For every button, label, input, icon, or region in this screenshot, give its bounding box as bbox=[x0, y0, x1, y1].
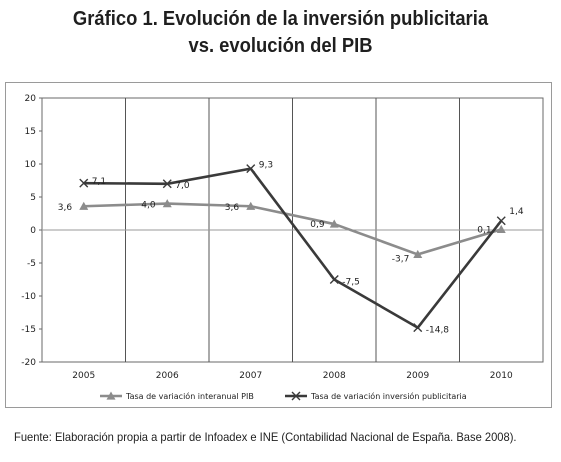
data-point bbox=[496, 216, 506, 226]
x-tick-label: 2009 bbox=[406, 371, 429, 381]
data-label: 4,0 bbox=[141, 201, 156, 211]
data-label: 3,6 bbox=[58, 203, 73, 213]
data-point bbox=[246, 164, 256, 174]
chart-title-line1: Gráfico 1. Evolución de la inversión pub… bbox=[72, 8, 489, 30]
chart-title: Gráfico 1. Evolución de la inversión pub… bbox=[22, 6, 538, 60]
x-tick-label: 2005 bbox=[72, 371, 95, 381]
data-label: 7,1 bbox=[92, 177, 106, 187]
data-point bbox=[162, 179, 172, 189]
data-point bbox=[162, 199, 172, 208]
y-tick-label: 10 bbox=[25, 160, 37, 170]
data-label: 0,1 bbox=[477, 225, 491, 235]
legend-entry: Tasa de variación inversión publicitaria bbox=[310, 391, 467, 401]
y-tick-label: 15 bbox=[25, 127, 36, 137]
data-point bbox=[79, 178, 89, 188]
legend-marker bbox=[106, 391, 116, 400]
data-label: -14,8 bbox=[426, 326, 450, 336]
data-label: 0,9 bbox=[310, 220, 325, 230]
legend-entry: Tasa de variación interanual PIB bbox=[125, 391, 254, 401]
data-point bbox=[329, 219, 339, 228]
data-label: 1,4 bbox=[509, 207, 524, 217]
data-point bbox=[413, 249, 423, 259]
x-tick-label: 2010 bbox=[490, 371, 513, 381]
y-tick-label: -15 bbox=[21, 325, 36, 335]
data-point bbox=[329, 275, 339, 284]
legend-marker bbox=[291, 391, 301, 401]
data-point bbox=[496, 224, 506, 233]
data-point bbox=[246, 201, 256, 210]
data-label: 3,6 bbox=[225, 203, 240, 213]
data-label: 9,3 bbox=[259, 161, 273, 171]
chart-title-line2: vs. evolución del PIB bbox=[188, 35, 373, 57]
x-tick-label: 2008 bbox=[323, 371, 346, 381]
data-point bbox=[413, 323, 423, 333]
data-point bbox=[79, 201, 89, 210]
data-label: 7,0 bbox=[175, 181, 190, 191]
series-line-2 bbox=[83, 167, 503, 329]
y-tick-label: 5 bbox=[30, 193, 36, 203]
y-tick-label: 0 bbox=[30, 226, 36, 236]
source-note: Fuente: Elaboración propia a partir de I… bbox=[14, 430, 517, 444]
x-tick-label: 2007 bbox=[239, 371, 262, 381]
y-tick-label: -10 bbox=[21, 292, 36, 302]
y-tick-label: -20 bbox=[21, 358, 36, 368]
x-tick-label: 2006 bbox=[156, 371, 179, 381]
series-line-1 bbox=[83, 202, 502, 256]
y-tick-label: 20 bbox=[25, 94, 37, 104]
chart-frame bbox=[5, 82, 552, 408]
data-label: -7,5 bbox=[342, 278, 360, 288]
y-tick-label: -5 bbox=[27, 259, 36, 269]
data-label: -3,7 bbox=[392, 254, 410, 264]
